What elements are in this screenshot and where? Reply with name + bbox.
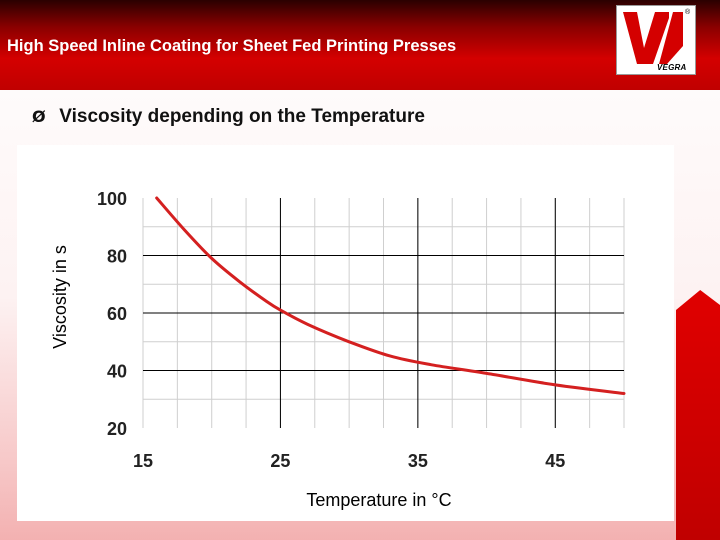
slide-bullet: Ø Viscosity depending on the Temperature <box>32 106 425 128</box>
grid <box>142 198 625 428</box>
vegra-logo-mark <box>623 12 691 72</box>
x-tick-label: 15 <box>133 451 153 471</box>
x-tick-label: 25 <box>270 451 290 471</box>
title-bar: High Speed Inline Coating for Sheet Fed … <box>0 0 720 90</box>
x-axis-title: Temperature in °C <box>306 490 451 510</box>
bullet-text: Viscosity depending on the Temperature <box>59 106 425 127</box>
y-tick-label: 40 <box>107 362 127 382</box>
chart-panel: 100 80 60 40 20 15 25 35 45 Viscosity in s Tempe… <box>17 145 674 521</box>
presentation-title: High Speed Inline Coating for Sheet Fed … <box>7 37 457 55</box>
series-line-viscosity <box>155 196 626 395</box>
registered-mark: ® <box>685 9 691 16</box>
x-tick-label: 35 <box>408 451 428 471</box>
x-tick-label: 45 <box>545 451 565 471</box>
bullet-arrow-icon: Ø <box>32 107 46 126</box>
y-axis-title: Viscosity in s <box>50 245 70 349</box>
decorative-red-shape <box>676 290 720 540</box>
y-tick-label: 60 <box>107 304 127 324</box>
y-tick-label: 80 <box>107 247 127 267</box>
y-tick-label: 20 <box>107 419 127 439</box>
viscosity-chart: 100 80 60 40 20 15 25 35 45 Viscosity in s Tempe… <box>50 189 626 510</box>
series-layer <box>155 196 626 395</box>
vegra-logo: VEGRA ® <box>616 5 696 75</box>
axis-ticks: 100 80 60 40 20 15 25 35 45 <box>97 189 565 471</box>
logo-text: VEGRA <box>657 63 687 72</box>
y-tick-label: 100 <box>97 189 127 209</box>
